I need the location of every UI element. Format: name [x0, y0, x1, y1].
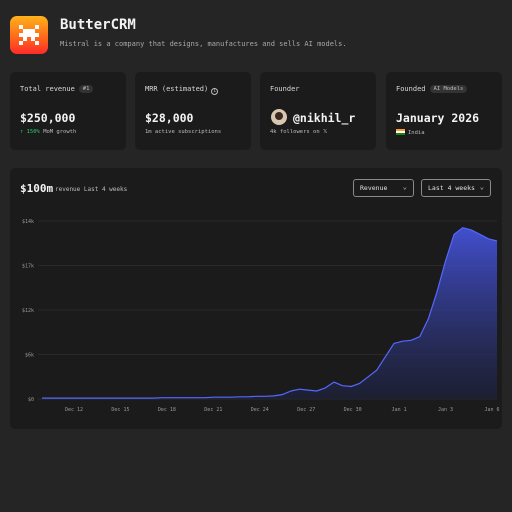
x-tick-label: Dec 27 [297, 407, 315, 413]
india-flag-icon [396, 129, 405, 135]
info-icon[interactable]: i [211, 88, 219, 95]
y-tick-label: $6k [25, 353, 34, 359]
chevron-down-icon: ⌄ [479, 183, 484, 191]
followers-text: 4k followers on 𝕏 [270, 129, 328, 135]
total-revenue-card: Total revenue #1 $250,000 ↑ 150% MoM grow… [10, 72, 126, 150]
metric-select[interactable]: Revenue ⌄ [353, 179, 414, 197]
growth-text: ↑ 150% MoM growth [20, 129, 77, 135]
range-select[interactable]: Last 4 weeks ⌄ [421, 179, 491, 197]
country-text: India [396, 129, 425, 136]
x-tick-label: Jan 1 [392, 407, 407, 413]
app-name: ButterCRM [60, 17, 136, 33]
app-header: ButterCRM Mistral is a company that desi… [10, 14, 502, 58]
rank-badge: #1 [78, 85, 94, 93]
y-tick-label: $0 [28, 397, 34, 403]
card-label: Founder [270, 85, 300, 93]
x-tick-label: Dec 21 [204, 407, 222, 413]
x-tick-label: Jan 3 [438, 407, 453, 413]
founder-card: Founder @nikhil_r 4k followers on 𝕏 [260, 72, 376, 150]
chevron-down-icon: ⌄ [402, 183, 407, 191]
y-tick-label: $12k [22, 308, 34, 314]
revenue-line [42, 227, 498, 399]
mrr-value: $28,000 [145, 111, 194, 125]
total-revenue-value: $250,000 [20, 111, 76, 125]
x-tick-label: Dec 30 [344, 407, 362, 413]
x-tick-label: Dec 12 [65, 407, 83, 413]
x-tick-label: Dec 18 [158, 407, 176, 413]
y-tick-label: $14k [22, 219, 34, 225]
mrr-card: MRR (estimated) i $28,000 1m active subsc… [135, 72, 251, 150]
subscriptions-text: 1m active subscriptions [145, 129, 222, 135]
founded-date: January 2026 [396, 111, 480, 125]
card-label: Total revenue #1 [20, 85, 94, 93]
founder-handle[interactable]: @nikhil_r [293, 111, 356, 125]
founder-avatar[interactable] [271, 109, 287, 125]
card-label: Founded AI Models [396, 85, 468, 93]
chart-headline: $100m [20, 182, 54, 195]
card-label: MRR (estimated) i [145, 85, 219, 95]
y-tick-label: $17k [22, 264, 34, 270]
chart-subtitle: revenue Last 4 weeks [55, 186, 128, 193]
x-tick-label: Jan 6 [484, 407, 499, 413]
app-description: Mistral is a company that designs, manuf… [60, 40, 347, 48]
x-tick-label: Dec 15 [111, 407, 129, 413]
category-badge: AI Models [429, 85, 468, 93]
revenue-area [42, 227, 497, 399]
app-logo [10, 16, 48, 54]
growth-value: ↑ 150% [20, 129, 40, 135]
founded-card: Founded AI Models January 2026 India [386, 72, 502, 150]
revenue-area-chart: $0 $6k $12k $17k $14k Dec 12 Dec 15 Dec 18 Dec 2… [22, 219, 500, 413]
x-tick-label: Dec 24 [251, 407, 269, 413]
revenue-chart-panel: $100m revenue Last 4 weeks Revenue ⌄ Las… [10, 168, 502, 429]
